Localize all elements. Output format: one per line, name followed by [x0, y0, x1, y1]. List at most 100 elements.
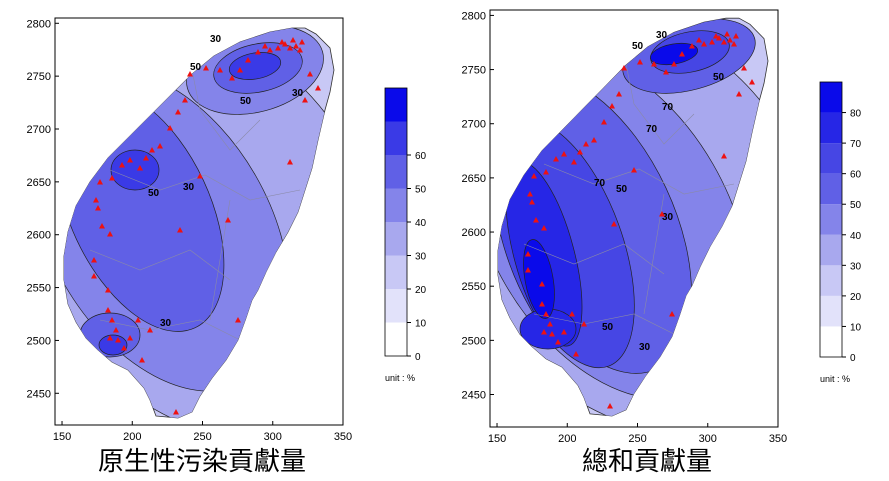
county-boundary	[89, 249, 231, 281]
station-marker	[651, 61, 657, 67]
station-marker	[139, 357, 145, 363]
station-marker	[135, 317, 141, 323]
colorbar-segment	[820, 234, 842, 266]
station-marker	[302, 97, 308, 103]
station-marker	[293, 43, 299, 49]
colorbar-segment	[385, 155, 407, 189]
station-marker	[107, 335, 113, 341]
station-marker	[127, 157, 133, 163]
county-boundary	[109, 169, 301, 201]
county-boundary	[189, 59, 261, 151]
colorbar-segment	[385, 88, 407, 122]
station-marker	[173, 409, 179, 415]
station-marker	[561, 151, 567, 157]
colorbar-tick-label: 20	[415, 285, 427, 296]
station-marker	[262, 43, 268, 49]
station-marker	[525, 251, 531, 257]
station-marker	[105, 307, 111, 313]
y-tick-label: 2500	[27, 335, 51, 347]
y-tick-label: 2500	[462, 335, 486, 347]
station-marker	[119, 162, 125, 168]
station-marker	[543, 169, 549, 175]
contour-region-level-6	[98, 334, 128, 356]
colorbar-tick-label: 50	[850, 200, 862, 211]
station-marker	[255, 49, 261, 55]
colorbar-tick-label: 0	[415, 352, 421, 363]
station-marker	[315, 85, 321, 91]
county-boundary	[623, 53, 695, 145]
colorbar-tick-label: 0	[850, 353, 856, 364]
station-marker	[621, 65, 627, 71]
station-marker	[716, 35, 722, 41]
station-marker	[663, 69, 669, 75]
contour-label: 50	[713, 72, 725, 83]
colorbar-tick-label: 30	[850, 261, 862, 272]
contour-label: 30	[662, 212, 674, 223]
contour-label: 70	[646, 124, 658, 135]
colorbar-tick-label: 40	[415, 218, 427, 229]
colorbar-segment	[820, 326, 842, 357]
colorbar-segment	[820, 82, 842, 113]
contour-label: 30	[656, 30, 668, 41]
y-tick-label: 2600	[462, 227, 486, 239]
station-marker	[91, 257, 97, 263]
station-marker	[307, 71, 313, 77]
station-marker	[287, 45, 293, 51]
colorbar-segment	[820, 265, 842, 296]
station-marker	[137, 165, 143, 171]
station-marker	[616, 91, 622, 97]
y-tick-label: 2600	[27, 230, 51, 242]
station-marker	[267, 47, 273, 53]
contour-label: 50	[602, 322, 614, 333]
station-marker	[721, 153, 727, 159]
x-tick-label: 200	[558, 433, 576, 445]
station-marker	[607, 403, 613, 409]
station-marker	[669, 311, 675, 317]
station-marker	[529, 199, 535, 205]
station-marker	[539, 301, 545, 307]
colorbar-tick-label: 20	[850, 292, 862, 303]
colorbar-tick-label: 60	[415, 151, 427, 162]
colorbar-tick-label: 50	[415, 185, 427, 196]
y-tick-label: 2450	[27, 388, 51, 400]
station-marker	[573, 351, 579, 357]
station-marker	[577, 149, 583, 155]
station-marker	[571, 159, 577, 165]
station-marker	[182, 97, 188, 103]
station-marker	[299, 39, 305, 45]
colorbar-tick-label: 30	[415, 252, 427, 263]
station-marker	[561, 329, 567, 335]
station-marker	[749, 79, 755, 85]
axis-ticks: 150 200 250 300 350 2450 2500 2550 2600 2650 2700 2…	[27, 18, 353, 443]
station-marker	[709, 39, 715, 45]
station-marker	[539, 281, 545, 287]
station-marker	[167, 125, 173, 131]
contour-label: 30	[210, 34, 222, 45]
contour-label: 50	[240, 96, 252, 107]
station-marker	[105, 287, 111, 293]
station-marker	[113, 327, 119, 333]
contour-label: 50	[148, 188, 160, 199]
station-marker	[197, 173, 203, 179]
colorbar-tick-label: 70	[850, 139, 862, 150]
station-marker	[275, 45, 281, 51]
station-marker	[527, 191, 533, 197]
station-marker	[679, 51, 685, 57]
station-marker	[187, 71, 193, 77]
station-marker	[733, 33, 739, 39]
station-marker	[93, 197, 99, 203]
station-marker	[97, 179, 103, 185]
station-marker	[282, 41, 288, 47]
station-marker	[741, 65, 747, 71]
station-marker	[91, 273, 97, 279]
station-marker	[713, 33, 719, 39]
station-marker	[689, 43, 695, 49]
y-tick-label: 2550	[27, 283, 51, 295]
station-marker	[109, 317, 115, 323]
y-tick-label: 2750	[27, 71, 51, 83]
colorbar-segment	[820, 295, 842, 327]
station-marker	[149, 147, 155, 153]
y-tick-label: 2650	[462, 173, 486, 185]
